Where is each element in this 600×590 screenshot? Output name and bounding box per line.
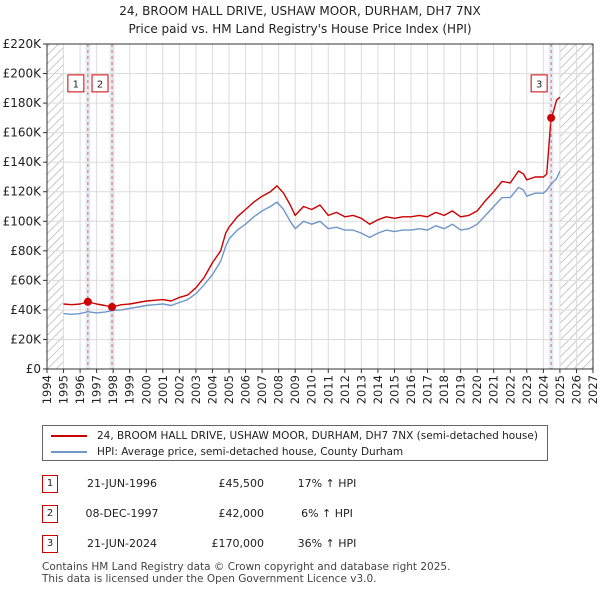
legend-label-property: 24, BROOM HALL DRIVE, USHAW MOOR, DURHAM… [97, 430, 538, 442]
y-tick-label: £20K [10, 332, 42, 346]
x-tick-label: 2007 [255, 375, 269, 404]
sale-date: 21-JUN-1996 [86, 477, 158, 490]
sale-point [108, 302, 117, 311]
x-tick-label: 2018 [437, 375, 451, 404]
legend-item-hpi: HPI: Average price, semi-detached house,… [51, 444, 403, 460]
y-tick-label: £180K [3, 96, 43, 110]
footer-copyright: Contains HM Land Registry data © Crown c… [42, 561, 451, 573]
legend-label-hpi: HPI: Average price, semi-detached house,… [97, 446, 404, 458]
x-tick-label: 2001 [156, 375, 170, 404]
y-tick-label: £40K [10, 303, 42, 317]
x-tick-label: 2005 [222, 375, 236, 404]
sale-row: 1 21-JUN-1996 £45,500 17% ↑ HPI [42, 475, 442, 493]
y-tick-label: £120K [3, 185, 43, 199]
sale-date: 21-JUN-2024 [86, 537, 158, 550]
x-tick-label: 2002 [172, 375, 186, 404]
y-tick-label: £0 [26, 362, 41, 376]
x-tick-label: 1997 [90, 375, 104, 404]
x-tick-label: 2027 [586, 375, 600, 404]
property-price-line [63, 96, 561, 308]
sale-label-text: 2 [97, 79, 103, 90]
legend-swatch-hpi [51, 451, 87, 453]
x-tick-label: 2000 [139, 375, 153, 404]
x-tick-label: 2020 [470, 375, 484, 404]
y-tick-label: £200K [3, 67, 43, 81]
sale-hpi-change: 36% ↑ HPI [297, 537, 357, 550]
x-tick-label: 2011 [321, 375, 335, 404]
sale-row: 3 21-JUN-2024 £170,000 36% ↑ HPI [42, 535, 442, 553]
x-tick-label: 2003 [189, 375, 203, 404]
sale-label-box [67, 74, 85, 93]
x-tick-label: 1995 [57, 375, 71, 404]
sale-hpi-change: 6% ↑ HPI [301, 507, 353, 520]
sale-price: £45,500 [218, 477, 265, 490]
plot-frame [46, 43, 594, 370]
hpi-line [63, 170, 561, 315]
hatch-region-start [47, 44, 64, 369]
plot-area [47, 44, 593, 369]
x-tick-label: 2012 [338, 375, 352, 404]
sale-number-badge: 1 [42, 475, 58, 493]
x-tick-label: 2023 [520, 375, 534, 404]
legend-swatch-property [51, 435, 87, 437]
x-tick-label: 1994 [40, 375, 54, 404]
sale-price: £42,000 [218, 507, 265, 520]
sale-date: 08-DEC-1997 [85, 507, 159, 520]
sale-label-text: 1 [73, 79, 79, 90]
x-tick-label: 2025 [553, 375, 567, 404]
sale-number-badge: 2 [42, 505, 58, 523]
x-tick-label: 2008 [272, 375, 286, 404]
y-tick-label: £80K [10, 244, 42, 258]
x-tick-label: 2026 [569, 375, 583, 404]
x-tick-label: 2016 [404, 375, 418, 404]
sale-label-box [91, 74, 109, 93]
sale-point [547, 113, 556, 122]
sale-number-badge: 3 [42, 535, 58, 553]
sale-point [83, 297, 92, 306]
y-tick-label: £220K [3, 37, 43, 51]
x-tick-label: 2004 [205, 375, 219, 404]
price-chart: 1 2 3 £0 £20K £40K £60K £80K £100K £120K £140K £16… [3, 37, 600, 404]
x-tick-label: 2015 [387, 375, 401, 404]
sale-hpi-change: 17% ↑ HPI [297, 477, 357, 490]
x-tick-label: 1999 [123, 375, 137, 404]
y-tick-label: £100K [3, 214, 43, 228]
sale-label-text: 3 [536, 79, 542, 90]
footer-licence: This data is licensed under the Open Gov… [42, 573, 377, 585]
x-tick-label: 2024 [536, 375, 550, 404]
x-tick-label: 2014 [371, 375, 385, 404]
x-tick-label: 1996 [73, 375, 87, 404]
chart-legend: 24, BROOM HALL DRIVE, USHAW MOOR, DURHAM… [42, 425, 548, 461]
x-tick-label: 2017 [421, 375, 435, 404]
sale-row: 2 08-DEC-1997 £42,000 6% ↑ HPI [42, 505, 442, 523]
x-tick-label: 2006 [239, 375, 253, 404]
y-tick-label: £140K [3, 155, 43, 169]
sale-price: £170,000 [211, 537, 265, 550]
y-tick-label: £160K [3, 126, 43, 140]
legend-item-property: 24, BROOM HALL DRIVE, USHAW MOOR, DURHAM… [51, 428, 538, 444]
x-tick-label: 2010 [305, 375, 319, 404]
x-tick-label: 2019 [454, 375, 468, 404]
sale-label-box [530, 74, 548, 93]
x-tick-label: 2022 [503, 375, 517, 404]
y-tick-label: £60K [10, 273, 42, 287]
x-tick-label: 2021 [487, 375, 501, 404]
x-tick-label: 1998 [106, 375, 120, 404]
chart-subtitle: Price paid vs. HM Land Registry's House … [128, 22, 472, 36]
x-tick-label: 2009 [288, 375, 302, 404]
x-tick-label: 2013 [354, 375, 368, 404]
chart-title: 24, BROOM HALL DRIVE, USHAW MOOR, DURHAM… [119, 4, 481, 18]
